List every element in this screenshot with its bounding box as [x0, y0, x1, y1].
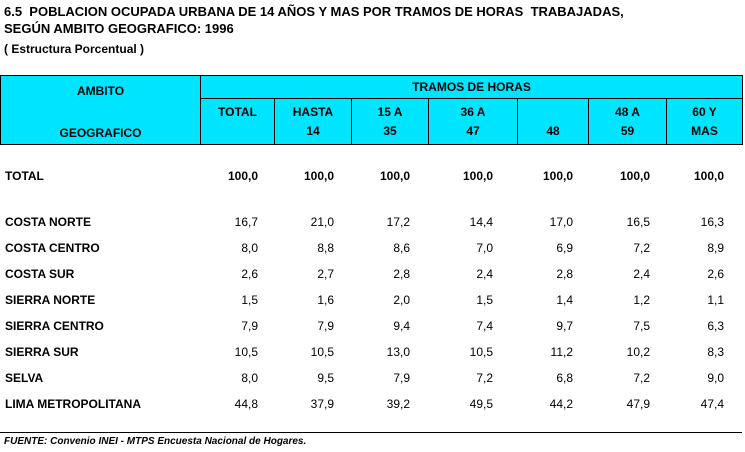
table-row: COSTA CENTRO 8,0 8,8 8,6 7,0 6,9 7,2 8,9 [0, 241, 742, 261]
row-label: COSTA SUR [5, 267, 75, 281]
table-cell: 2,4 [476, 267, 493, 281]
table-cell: 100,0 [379, 169, 410, 183]
row-label: COSTA NORTE [5, 215, 91, 229]
table-cell: 8,6 [393, 241, 410, 255]
table-cell: 10,5 [234, 345, 258, 359]
column-header: 15 A 35 [351, 98, 429, 145]
table-title: 6.5 POBLACION OCUPADA URBANA DE 14 AÑOS … [4, 4, 624, 19]
table-cell: 1,4 [556, 293, 573, 307]
row-label: TOTAL [5, 169, 44, 183]
table-row: COSTA SUR 2,6 2,7 2,8 2,4 2,8 2,4 2,6 [0, 267, 742, 287]
table-cell: 9,5 [317, 371, 334, 385]
table-cell: 39,2 [386, 397, 410, 411]
table-cell: 10,2 [626, 345, 650, 359]
table-cell: 1,2 [633, 293, 650, 307]
table-cell: 7,9 [241, 319, 258, 333]
table-cell: 7,9 [317, 319, 334, 333]
table-cell: 49,5 [469, 397, 493, 411]
table-cell: 17,0 [549, 215, 573, 229]
table-cell: 8,8 [317, 241, 334, 255]
table-cell: 13,0 [386, 345, 410, 359]
table-cell: 21,0 [310, 215, 334, 229]
table-cell: 8,3 [707, 345, 724, 359]
column-header: 36 A 47 [428, 98, 518, 145]
row-label: COSTA CENTRO [5, 241, 100, 255]
column-header: TOTAL [200, 98, 275, 145]
table-cell: 7,9 [393, 371, 410, 385]
table-cell: 14,4 [469, 215, 493, 229]
table-row: SIERRA SUR 10,5 10,5 13,0 10,5 11,2 10,2 8,3 [0, 345, 742, 365]
table-cell: 100,0 [462, 169, 493, 183]
column-header: 48 A 59 [588, 98, 667, 145]
footer-rule [0, 432, 742, 433]
table-cell: 1,6 [317, 293, 334, 307]
table-cell: 1,1 [707, 293, 724, 307]
header-ambito: AMBITO GEOGRAFICO [0, 75, 201, 145]
table-subtitle: SEGÚN AMBITO GEOGRAFICO: 1996 [4, 21, 234, 36]
table-cell: 6,3 [707, 319, 724, 333]
table-cell: 16,7 [234, 215, 258, 229]
table-row: COSTA NORTE 16,7 21,0 17,2 14,4 17,0 16,5 16,3 [0, 215, 742, 235]
table-cell: 7,2 [633, 241, 650, 255]
table-cell: 1,5 [476, 293, 493, 307]
table-cell: 37,9 [310, 397, 334, 411]
row-label: SIERRA SUR [5, 345, 79, 359]
table-cell: 47,4 [700, 397, 724, 411]
table-cell: 7,5 [633, 319, 650, 333]
table-cell: 100,0 [619, 169, 650, 183]
table-cell: 8,0 [241, 241, 258, 255]
table-cell: 9,7 [556, 319, 573, 333]
table-cell: 2,8 [556, 267, 573, 281]
table-cell: 16,5 [626, 215, 650, 229]
column-header: 60 Y MAS [665, 98, 744, 145]
table-row: LIMA METROPOLITANA 44,8 37,9 39,2 49,5 44,2 47… [0, 397, 742, 417]
table-cell: 100,0 [542, 169, 573, 183]
header-ambito-line2: GEOGRAFICO [59, 126, 142, 140]
table-row: SELVA 8,0 9,5 7,9 7,2 6,8 7,2 9,0 [0, 371, 742, 391]
column-header: HASTA 14 [274, 98, 352, 145]
table-cell: 8,9 [707, 241, 724, 255]
table-cell: 10,5 [469, 345, 493, 359]
total-row: TOTAL 100,0 100,0 100,0 100,0 100,0 100,0 100,0 [0, 169, 742, 189]
table-cell: 7,0 [476, 241, 493, 255]
table-cell: 2,4 [633, 267, 650, 281]
column-header: 48 [517, 98, 589, 145]
table-cell: 17,2 [386, 215, 410, 229]
table-row: SIERRA CENTRO 7,9 7,9 9,4 7,4 9,7 7,5 6,3 [0, 319, 742, 339]
row-label: SELVA [5, 371, 44, 385]
table-cell: 2,6 [241, 267, 258, 281]
table-cell: 100,0 [693, 169, 724, 183]
table-cell: 10,5 [310, 345, 334, 359]
table-cell: 100,0 [303, 169, 334, 183]
table-unit-note: ( Estructura Porcentual ) [4, 42, 145, 56]
table-cell: 100,0 [227, 169, 258, 183]
table-header: AMBITO GEOGRAFICO TRAMOS DE HORAS TOTAL … [0, 74, 744, 145]
header-ambito-line1: AMBITO [76, 84, 125, 98]
table-cell: 2,8 [393, 267, 410, 281]
table-cell: 11,2 [550, 345, 573, 359]
table-cell: 6,8 [556, 371, 573, 385]
row-label: SIERRA NORTE [5, 293, 96, 307]
table-cell: 44,2 [549, 397, 573, 411]
table-cell: 9,0 [707, 371, 724, 385]
table-cell: 44,8 [234, 397, 258, 411]
table-cell: 2,0 [393, 293, 410, 307]
table-row: SIERRA NORTE 1,5 1,6 2,0 1,5 1,4 1,2 1,1 [0, 293, 742, 313]
source-note: FUENTE: Convenio INEI - MTPS Encuesta Na… [4, 436, 307, 447]
table-cell: 9,4 [393, 319, 410, 333]
table-cell: 47,9 [626, 397, 650, 411]
row-label: SIERRA CENTRO [5, 319, 104, 333]
table-cell: 1,5 [241, 293, 258, 307]
table-cell: 7,2 [633, 371, 650, 385]
table-cell: 8,0 [241, 371, 258, 385]
table-cell: 2,7 [317, 267, 334, 281]
header-tramos-group: TRAMOS DE HORAS [199, 74, 744, 100]
table-cell: 6,9 [556, 241, 573, 255]
table-cell: 16,3 [700, 215, 724, 229]
table-cell: 7,4 [476, 319, 493, 333]
table-cell: 7,2 [476, 371, 493, 385]
table-cell: 2,6 [707, 267, 724, 281]
row-label: LIMA METROPOLITANA [5, 397, 141, 411]
